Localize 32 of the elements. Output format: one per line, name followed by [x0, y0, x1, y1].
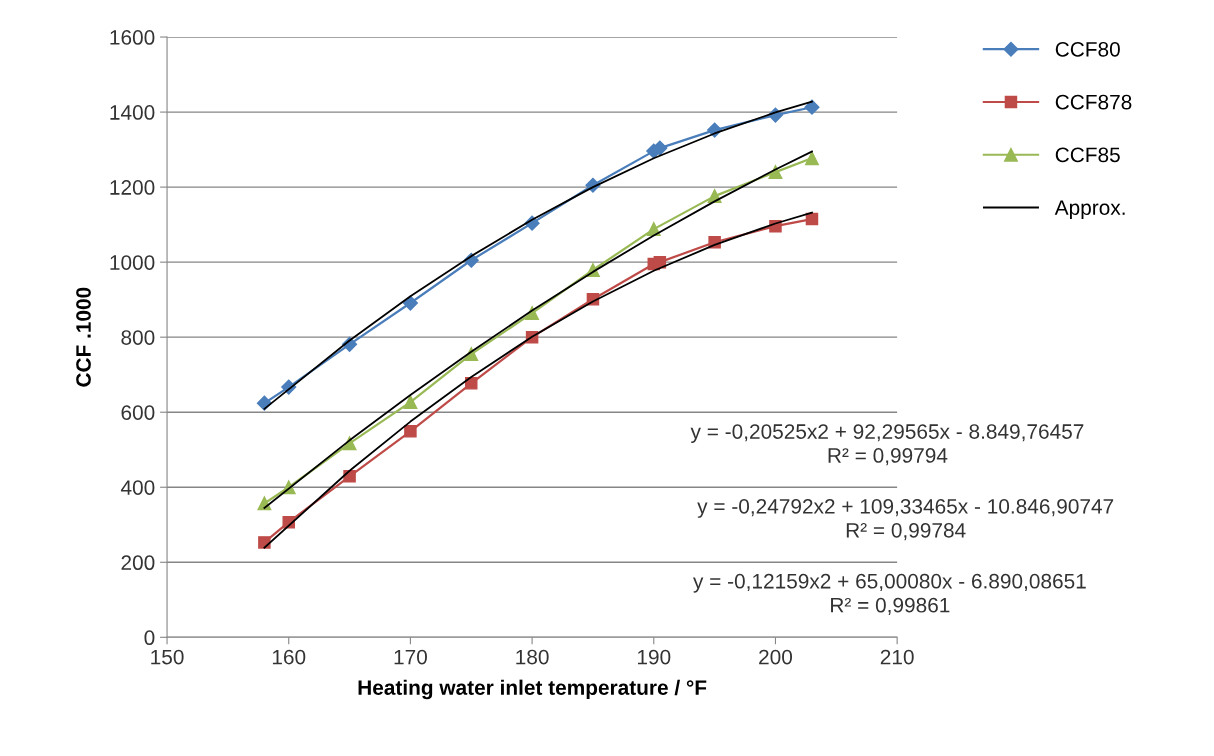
- annotation: y = -0,12159x2 + 65,00080x - 6.890,08651 R² = 0,99861: [693, 573, 1086, 615]
- x-tick-label: 180: [516, 649, 549, 665]
- y-tick-label: 1000: [110, 255, 155, 270]
- point: [465, 377, 478, 390]
- y-tick-label: 0: [144, 630, 155, 646]
- legend-label: CCF85: [1055, 147, 1120, 163]
- point: [804, 99, 820, 115]
- point: [403, 395, 418, 410]
- point: [805, 151, 819, 166]
- annotation: y = -0,20525x2 + 92,29565x - 8.849,76457 R² = 0,99794: [690, 424, 1084, 466]
- legend-label: CCF878: [1055, 94, 1132, 110]
- y-tick-label: 1600: [110, 30, 155, 45]
- y-tick-label: 600: [121, 405, 155, 420]
- y-tick-label: 400: [120, 480, 155, 495]
- y-axis-title: CCF .1000: [76, 287, 91, 387]
- x-tick-label: 160: [272, 649, 306, 665]
- point: [402, 295, 418, 311]
- annotation: y = -0,24792x2 + 109,33465x - 10.846,90747 R² = 0,99784: [697, 498, 1114, 541]
- legend-label: CCF80: [1055, 41, 1120, 57]
- x-tick-label: 170: [394, 649, 427, 665]
- legend-label: Approx.: [1054, 200, 1125, 220]
- y-tick-label: 200: [121, 555, 155, 571]
- y-tick-label: 1200: [110, 180, 155, 195]
- x-tick-label: 190: [637, 649, 671, 665]
- y-tick-label: 1400: [110, 105, 155, 120]
- point: [768, 165, 783, 180]
- x-tick-label: 200: [759, 649, 793, 665]
- x-tick-label: 150: [151, 649, 184, 665]
- y-tick-label: 800: [121, 330, 155, 345]
- x-tick-label: 210: [880, 649, 914, 665]
- point: [404, 425, 417, 438]
- x-axis-title: Heating water inlet temperature / °F: [358, 679, 707, 700]
